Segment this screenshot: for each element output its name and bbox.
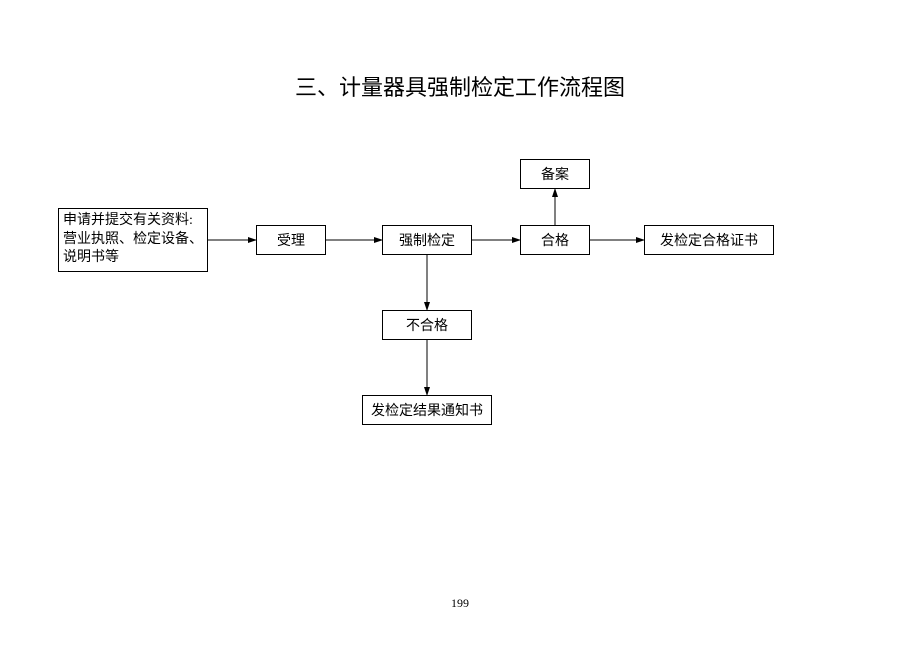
- title-text: 三、计量器具强制检定工作流程图: [295, 75, 625, 100]
- page-number: 199: [0, 596, 920, 611]
- node-record: 备案: [520, 159, 590, 189]
- node-notice: 发检定结果通知书: [362, 395, 492, 425]
- node-verify: 强制检定: [382, 225, 472, 255]
- page-title: 三、计量器具强制检定工作流程图: [0, 70, 920, 102]
- node-apply: 申请并提交有关资料:营业执照、检定设备、说明书等: [58, 208, 208, 272]
- node-fail: 不合格: [382, 310, 472, 340]
- node-pass: 合格: [520, 225, 590, 255]
- node-accept: 受理: [256, 225, 326, 255]
- page-number-text: 199: [451, 596, 469, 610]
- node-cert: 发检定合格证书: [644, 225, 774, 255]
